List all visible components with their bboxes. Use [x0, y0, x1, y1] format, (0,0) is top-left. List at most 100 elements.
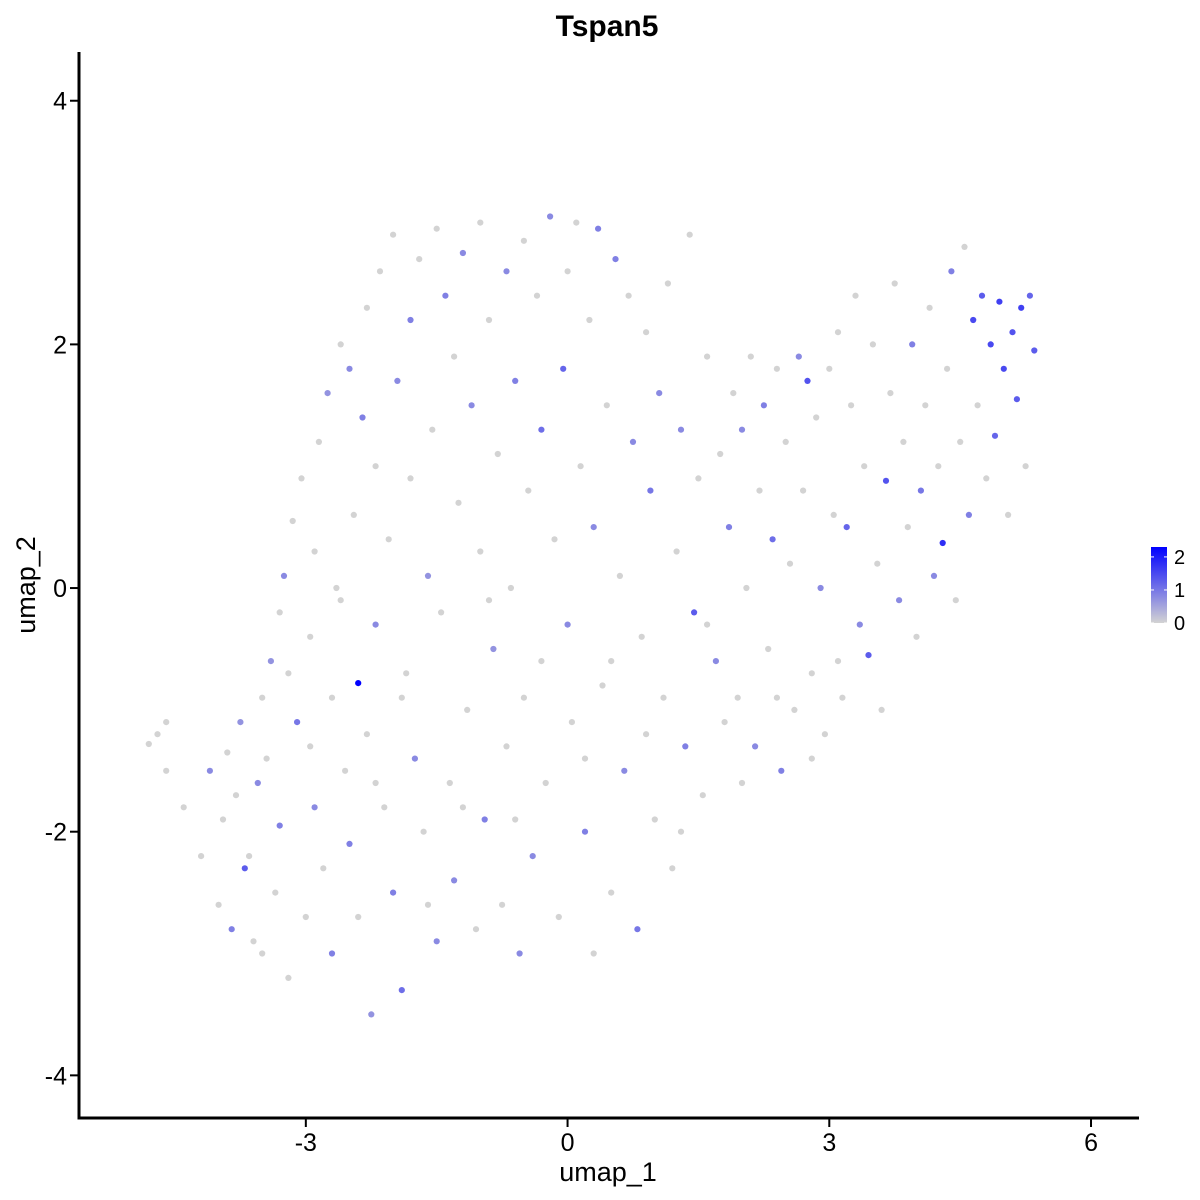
cell-point	[424, 572, 432, 580]
cell-point	[996, 298, 1003, 305]
cell-point	[555, 913, 562, 921]
cell-point	[878, 706, 885, 714]
cell-point	[263, 755, 270, 762]
cell-point	[839, 694, 846, 701]
x-tick-label: 6	[1084, 1129, 1098, 1157]
cell-point	[1005, 511, 1012, 518]
cell-point	[581, 755, 589, 762]
cell-point	[525, 487, 532, 494]
cell-point	[568, 719, 576, 726]
cell-point	[664, 280, 672, 287]
cell-point	[778, 767, 785, 774]
cell-point	[455, 499, 462, 506]
cell-point	[643, 731, 650, 738]
x-tick-label: 0	[561, 1129, 575, 1157]
cell-point	[424, 901, 432, 908]
cell-point	[756, 487, 763, 494]
cell-point	[948, 268, 955, 275]
legend-tick-label: 2	[1174, 547, 1185, 569]
cell-point	[651, 816, 658, 823]
cell-point	[520, 694, 528, 701]
cell-point	[848, 402, 855, 409]
cell-point	[215, 901, 222, 908]
cell-point	[599, 682, 606, 689]
cell-point	[682, 743, 689, 750]
cell-point	[507, 584, 514, 592]
cell-point	[206, 767, 213, 774]
cell-point	[586, 316, 593, 324]
cell-point	[385, 536, 392, 543]
cell-point	[407, 475, 414, 482]
cell-point	[285, 974, 292, 982]
cell-point	[403, 670, 410, 677]
cell-point	[660, 694, 667, 701]
cell-point	[734, 694, 741, 701]
cell-point	[882, 477, 890, 484]
cell-point	[704, 353, 711, 360]
cell-point	[917, 487, 925, 494]
cell-point	[232, 792, 240, 799]
legend-colorbar	[1151, 547, 1167, 623]
x-tick-label: -3	[295, 1129, 317, 1157]
cell-point	[647, 487, 654, 494]
cell-point	[564, 621, 571, 628]
cell-point	[154, 731, 161, 738]
y-tick-label: -4	[45, 1062, 67, 1090]
cell-point	[254, 779, 261, 787]
y-axis-label: umap_2	[11, 536, 41, 634]
cell-point	[451, 353, 458, 360]
cell-point	[643, 329, 650, 336]
cell-point	[298, 475, 305, 482]
cell-point	[246, 853, 253, 860]
cell-point	[939, 539, 946, 547]
cell-point	[904, 524, 911, 531]
cell-point	[1026, 292, 1033, 299]
cell-point	[477, 548, 484, 555]
cell-point	[477, 219, 484, 226]
cell-point	[970, 316, 977, 324]
cell-point	[991, 432, 999, 439]
cell-point	[529, 853, 536, 860]
cell-point	[747, 353, 754, 360]
cell-point	[826, 365, 833, 372]
cell-point	[564, 268, 571, 275]
cell-point	[446, 779, 453, 787]
legend: 0 1 2	[1151, 547, 1185, 635]
cell-point	[699, 792, 706, 799]
cell-point	[390, 231, 397, 238]
cell-point	[346, 365, 353, 372]
cell-point	[834, 329, 842, 336]
cell-point	[420, 828, 427, 835]
cell-point	[464, 706, 471, 714]
cell-point	[896, 597, 903, 604]
cell-point	[381, 804, 388, 811]
cell-point	[1013, 396, 1021, 403]
cell-point	[795, 353, 802, 360]
cell-point	[438, 609, 445, 616]
cell-point	[481, 816, 488, 823]
cell-point	[1018, 304, 1025, 311]
cell-point	[145, 740, 152, 748]
chart-title: Tspan5	[556, 10, 659, 43]
cell-point	[411, 755, 418, 762]
cell-point	[442, 292, 449, 299]
cell-point	[677, 426, 685, 433]
cell-point	[817, 584, 824, 592]
cell-point	[821, 731, 829, 738]
cell-point	[337, 597, 344, 604]
cell-point	[346, 840, 353, 848]
cell-point	[324, 390, 331, 397]
cell-point	[398, 694, 405, 701]
cell-point	[791, 706, 798, 714]
cell-point	[163, 719, 170, 726]
cell-point	[813, 414, 820, 421]
cell-point	[538, 658, 545, 665]
cell-point	[603, 402, 610, 409]
cell-point	[433, 225, 440, 232]
cell-point	[285, 670, 292, 677]
cell-point	[634, 926, 641, 933]
cell-point	[730, 390, 737, 397]
cell-point	[276, 822, 283, 829]
cell-point	[595, 225, 602, 232]
cell-point	[311, 548, 318, 555]
